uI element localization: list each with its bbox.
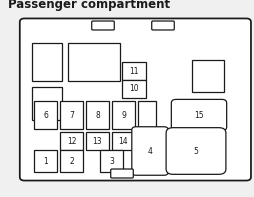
Text: 8: 8 [95, 111, 100, 120]
Text: 14: 14 [118, 137, 128, 146]
Text: 1: 1 [43, 156, 48, 165]
Bar [100, 150, 122, 172]
FancyBboxPatch shape [131, 127, 168, 175]
Bar [112, 132, 134, 150]
FancyBboxPatch shape [171, 99, 226, 131]
Text: 3: 3 [109, 156, 114, 165]
FancyBboxPatch shape [151, 21, 173, 30]
Bar [60, 101, 83, 129]
Text: 11: 11 [129, 67, 138, 75]
FancyBboxPatch shape [20, 19, 250, 180]
Bar [34, 101, 57, 129]
Text: 12: 12 [67, 137, 76, 146]
Bar [68, 43, 120, 81]
FancyBboxPatch shape [165, 128, 225, 174]
Text: 9: 9 [121, 111, 125, 120]
Bar [32, 87, 62, 120]
Text: 5: 5 [193, 147, 198, 155]
Bar [60, 150, 83, 172]
FancyBboxPatch shape [91, 21, 114, 30]
Bar [121, 62, 146, 80]
Bar [121, 80, 146, 98]
FancyBboxPatch shape [110, 169, 133, 178]
Text: 10: 10 [129, 85, 138, 94]
Bar [60, 132, 83, 150]
Bar [86, 132, 108, 150]
Bar [32, 43, 62, 81]
Bar [191, 60, 223, 92]
Text: 7: 7 [69, 111, 74, 120]
Bar [112, 101, 134, 129]
Bar [137, 101, 155, 129]
Text: Passenger compartment: Passenger compartment [8, 0, 169, 11]
Text: 2: 2 [69, 156, 74, 165]
Text: 15: 15 [194, 111, 203, 120]
Text: 4: 4 [147, 147, 152, 155]
Text: 13: 13 [92, 137, 102, 146]
Text: 6: 6 [43, 111, 48, 120]
Bar [34, 150, 57, 172]
Bar [86, 101, 108, 129]
